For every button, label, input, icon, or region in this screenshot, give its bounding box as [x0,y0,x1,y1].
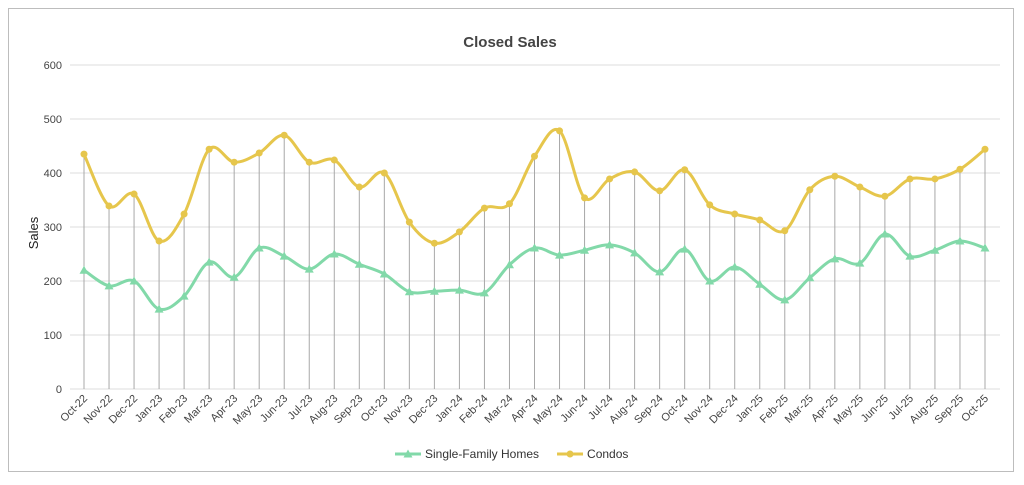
data-point [780,295,790,304]
data-point [981,145,989,153]
data-point [379,269,389,278]
data-point [805,273,815,282]
data-point [479,288,489,297]
data-point [580,245,590,254]
data-point [905,251,915,260]
y-tick-label: 400 [44,168,62,180]
data-point [706,201,714,209]
data-point [430,239,438,247]
data-point [856,183,864,191]
chart-frame [8,8,1014,472]
legend-marker [403,449,413,458]
data-point [630,248,640,257]
data-point [655,267,665,276]
data-point [931,175,939,183]
data-point [606,175,614,183]
data-point [429,286,439,295]
data-point [155,237,163,245]
data-point [505,200,513,208]
data-point [154,304,164,313]
data-point [130,190,138,198]
data-point [756,216,764,224]
data-point [254,243,264,252]
data-point [230,158,238,166]
data-point [455,228,463,236]
x-tick-label: Jun-25 [859,393,891,425]
data-point [354,259,364,268]
x-tick-label: Mar-25 [783,393,816,426]
data-point [329,249,339,258]
data-point [831,172,839,180]
data-point [80,150,88,158]
data-point [730,262,740,271]
data-point [380,169,388,177]
y-tick-label: 500 [44,114,62,126]
y-tick-label: 300 [44,222,62,234]
data-point [881,192,889,200]
x-tick-label: Jun-23 [258,393,290,425]
data-point [205,145,213,153]
data-point [680,244,690,253]
data-point [405,218,413,226]
x-tick-label: Mar-23 [182,393,215,426]
data-point [930,245,940,254]
data-point [204,257,214,266]
data-point [229,272,239,281]
data-point [681,166,689,174]
y-tick-label: 0 [56,384,62,396]
data-point [180,210,188,218]
data-point [555,250,565,259]
chart-title: Closed Sales [463,34,556,51]
data-point [129,276,139,285]
data-point [731,210,739,218]
x-tick-label: Jun-24 [558,393,590,425]
y-axis-label: Sales [26,216,41,249]
data-point [556,127,564,135]
y-tick-label: 200 [44,276,62,288]
data-point [179,291,189,300]
data-point [530,243,539,252]
data-point [631,168,639,176]
y-tick-label: 100 [44,330,62,342]
data-point [404,287,414,296]
data-point [305,158,313,166]
x-tick-label: Mar-24 [482,393,515,426]
data-point [480,204,488,212]
legend-label: Condos [587,447,628,461]
data-point [330,156,338,164]
data-point [255,149,263,157]
data-point [581,194,589,202]
data-point [955,236,965,245]
data-point [454,285,464,294]
data-point [355,183,363,191]
data-point [304,264,314,273]
data-point [656,187,664,195]
data-point [605,240,615,249]
data-point [104,281,114,290]
data-point [755,279,765,288]
data-point [79,265,89,274]
y-tick-label: 600 [44,60,62,72]
data-point [980,243,990,252]
data-point [280,131,288,139]
data-point [531,152,538,160]
legend-label: Single-Family Homes [425,447,539,461]
data-point [880,229,890,238]
data-point [906,175,914,183]
legend-marker [566,450,574,458]
data-point [705,276,715,285]
data-point [830,254,840,263]
x-tick-label: Oct-25 [959,393,991,425]
data-point [504,260,514,269]
data-point [105,202,113,210]
data-point [781,227,789,235]
data-point [279,251,289,260]
data-point [806,186,814,194]
data-point [956,165,964,173]
data-point [855,258,865,267]
